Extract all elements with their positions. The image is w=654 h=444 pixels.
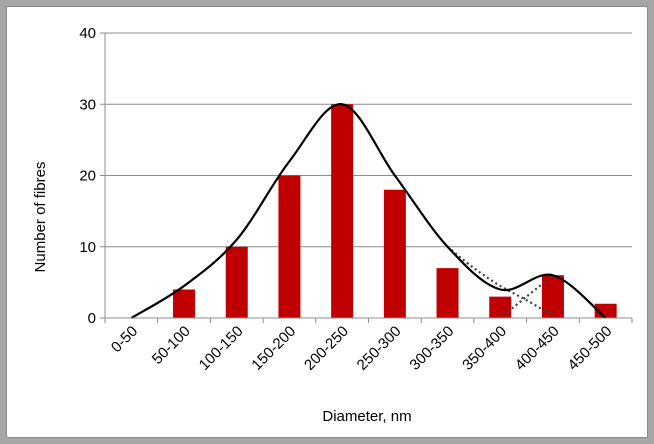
dotted-curve-1 (446, 245, 554, 317)
gridlines (105, 32, 632, 248)
y-tick-label-40: 40 (79, 25, 96, 42)
fit-curves (130, 103, 607, 319)
bar-300-350 (436, 268, 459, 318)
x-tick-label-150-200: 150-200 (248, 323, 299, 374)
y-tick-labels: 0 10 20 30 40 (79, 25, 96, 327)
x-tick-label-350-400: 350-400 (459, 323, 510, 374)
x-tick-label-200-250: 200-250 (301, 323, 352, 374)
bar-350-400 (489, 296, 512, 318)
bar-200-250 (331, 104, 354, 318)
axes (100, 32, 633, 323)
bar-400-450 (541, 275, 564, 318)
bar-450-500 (594, 303, 617, 318)
bar-100-150 (225, 246, 248, 318)
y-tick-label-10: 10 (79, 239, 96, 256)
x-tick-label-450-500: 450-500 (565, 323, 616, 374)
chart-frame: 0 10 20 30 40 0-50 50-100 100-150 150-200 200-25… (6, 6, 648, 438)
bar-150-200 (278, 175, 301, 318)
x-tick-labels: 0-50 50-100 100-150 150-200 200-250 250-300 30… (108, 323, 616, 374)
y-axis-title: Number of fibres (32, 162, 49, 273)
y-tick-label-20: 20 (79, 168, 96, 185)
bars (173, 104, 617, 318)
bar-50-100 (173, 289, 196, 318)
x-axis-title: Diameter, nm (322, 408, 411, 425)
dotted-curve-2 (499, 274, 554, 319)
y-tick-label-0: 0 (88, 310, 96, 327)
bar-chart: 0 10 20 30 40 0-50 50-100 100-150 150-200 200-25… (32, 25, 633, 425)
x-tick-label-250-300: 250-300 (354, 323, 405, 374)
x-tick-label-400-450: 400-450 (512, 323, 563, 374)
x-tick-label-50-100: 50-100 (149, 323, 194, 368)
y-tick-label-30: 30 (79, 96, 96, 113)
bar-250-300 (383, 189, 406, 318)
x-tick-label-0-50: 0-50 (108, 323, 141, 356)
x-tick-label-100-150: 100-150 (196, 323, 247, 374)
x-tick-label-300-350: 300-350 (406, 323, 457, 374)
fit-curve (130, 103, 607, 319)
